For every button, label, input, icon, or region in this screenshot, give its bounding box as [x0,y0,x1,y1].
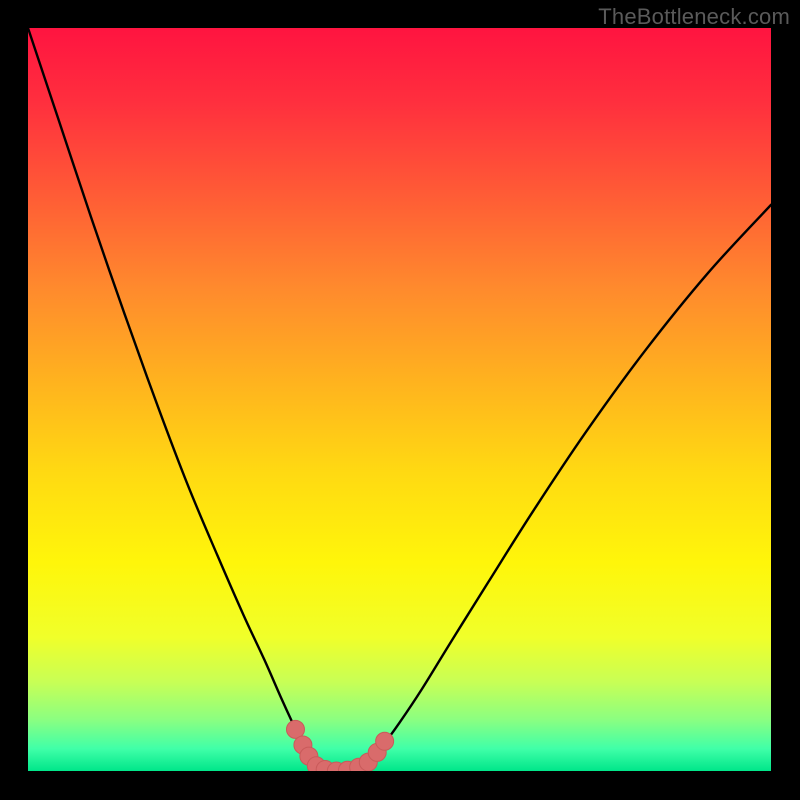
gradient-background [28,28,771,771]
bottleneck-chart [0,0,800,800]
marker-dot [376,732,394,750]
watermark-text: TheBottleneck.com [598,4,790,30]
chart-container: TheBottleneck.com [0,0,800,800]
